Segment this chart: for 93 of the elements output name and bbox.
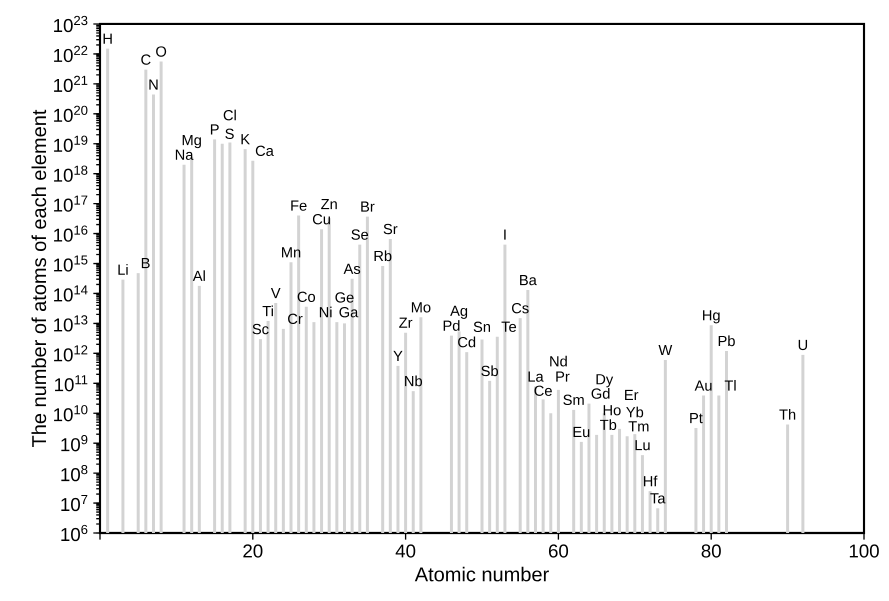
annotation: La (528, 372, 544, 382)
annotation: Cl (224, 110, 236, 120)
annotation: Cs (512, 302, 529, 314)
annotation: Ga (339, 307, 358, 318)
annotation: Ta (650, 493, 666, 504)
annotation: Fe (291, 200, 307, 211)
x-tick-label: 60 (548, 544, 568, 558)
y-tick-label: 10$^{21}$ (54, 76, 88, 92)
annotation: Tl (724, 380, 736, 391)
y-tick-label: 10$^{11}$ (55, 375, 88, 392)
annotation: Sm (563, 394, 584, 406)
y-tick-label: 10$^{15}$ (54, 255, 88, 272)
annotation: N (149, 80, 158, 90)
x-axis-title: Atomic number (414, 566, 549, 582)
annotation: Zr (399, 318, 412, 328)
y-axis-title: The number of atoms of each element (31, 110, 46, 448)
annotation: Pr (556, 372, 570, 382)
annotation: Gd (592, 388, 610, 399)
annotation: Al (192, 270, 205, 281)
annotation: C (141, 54, 151, 65)
annotation: B (142, 258, 150, 268)
annotation: Tm (628, 421, 648, 432)
annotation: Cd (458, 336, 476, 348)
annotation: Ti (262, 305, 273, 316)
y-tick-label: 10$^{13}$ (54, 315, 88, 332)
y-tick-label: 10$^{18}$ (54, 166, 88, 182)
annotation: Pt (690, 413, 703, 424)
annotation: Cu (312, 214, 330, 224)
y-tick-label: 10$^{6}$ (61, 524, 88, 542)
annotation: Mn (282, 247, 300, 258)
annotation: Co (298, 292, 316, 302)
annotation: I (504, 230, 506, 240)
annotation: K (241, 134, 250, 144)
y-tick-label: 10$^{17}$ (54, 196, 88, 212)
annotation: Hg (703, 310, 720, 324)
y-tick-label: 10$^{7}$ (61, 494, 88, 512)
y-tick-label: 10$^{20}$ (54, 106, 88, 122)
annotation: Sc (252, 324, 269, 334)
annotation: Ca (256, 146, 274, 156)
y-tick-label: 10$^{8}$ (61, 464, 88, 482)
annotation: As (344, 264, 360, 274)
annotation: Ho (604, 405, 621, 416)
annotation: Ba (520, 275, 537, 286)
annotation: Yb (626, 406, 644, 418)
x-tick-label: 100 (850, 544, 879, 558)
annotation: P (210, 124, 219, 134)
y-tick-label: 10$^{23}$ (54, 16, 88, 32)
annotation: Cr (288, 314, 303, 324)
annotation: Er (625, 390, 638, 400)
annotation: Nb (405, 376, 422, 386)
x-tick-label: 40 (396, 544, 416, 558)
annotation: Na (176, 150, 194, 160)
annotation: Ce (534, 386, 552, 396)
annotation: W (658, 344, 672, 356)
annotation: Ni (320, 306, 332, 318)
annotation: H (104, 34, 112, 44)
annotation: Mg (182, 135, 201, 148)
annotation: Sr (384, 224, 398, 234)
annotation: Li (118, 264, 128, 275)
annotation: Tb (600, 419, 616, 430)
annotation: Th (779, 408, 796, 420)
annotation: Au (694, 380, 712, 391)
annotation: Pd (444, 320, 460, 331)
annotation: Lu (636, 440, 650, 450)
annotation: Ag (450, 306, 468, 319)
y-tick-label: 10$^{14}$ (54, 285, 88, 302)
annotation: Hf (644, 476, 658, 486)
y-tick-label: 10$^{22}$ (54, 46, 88, 62)
annotation: Sb (481, 365, 498, 376)
y-tick-label: 10$^{19}$ (54, 136, 88, 152)
x-tick-label: 20 (243, 544, 262, 558)
y-tick-label: 10$^{10}$ (54, 405, 88, 422)
annotation: Zn (321, 199, 337, 210)
annotation: Se (351, 229, 368, 240)
y-tick-label: 10$^{9}$ (61, 435, 88, 452)
annotation: Nd (550, 356, 567, 366)
annotation: Eu (574, 426, 590, 438)
annotation: Mo (412, 302, 430, 313)
annotation: Ge (335, 292, 354, 303)
annotation: O (156, 46, 166, 57)
annotation: Dy (596, 374, 614, 388)
annotation: Y (393, 350, 403, 361)
annotation: Sn (474, 322, 490, 332)
annotation: U (798, 340, 808, 350)
y-tick-label: 10$^{16}$ (54, 225, 88, 242)
annotation: Te (502, 322, 516, 332)
annotation: Pb (718, 335, 735, 346)
annotation: V (270, 288, 281, 298)
x-tick-label: 80 (702, 544, 721, 558)
annotation: S (225, 128, 234, 139)
annotation: Rb (374, 250, 392, 262)
y-tick-label: 10$^{12}$ (54, 345, 88, 362)
annotation: Br (361, 202, 374, 212)
